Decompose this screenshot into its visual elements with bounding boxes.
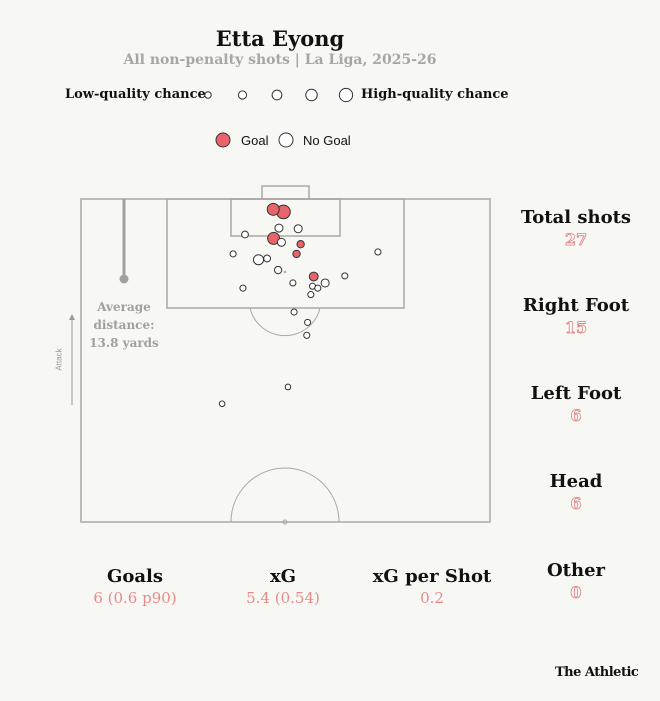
shot-no-goal: [218, 400, 226, 408]
stat-xg: xG 5.4 (0.54): [208, 566, 358, 607]
shot-goal: [296, 240, 305, 249]
size-legend-marker: [338, 87, 354, 103]
stat-right-foot: Right Foot 15: [501, 295, 651, 337]
attack-label: Attack: [54, 348, 64, 371]
shot-no-goal: [320, 278, 330, 288]
stat-goals: Goals 6 (0.6 p90): [60, 566, 210, 607]
shot-no-goal: [289, 279, 297, 287]
shot-no-goal: [241, 230, 249, 239]
average-distance-label: Average distance: 13.8 yards: [85, 298, 163, 352]
size-legend-marker: [305, 88, 318, 102]
stat-value: 5.4 (0.54): [246, 589, 320, 607]
stat-label: Head: [549, 471, 603, 492]
shot-no-goal: [303, 331, 311, 339]
stat-value: 6: [570, 494, 582, 514]
stat-label: Left Foot: [530, 383, 622, 404]
shot-no-goal: [274, 223, 284, 233]
shot-no-goal: [374, 248, 382, 256]
stat-label: xG per Shot: [372, 566, 492, 587]
stat-left-foot: Left Foot 6: [501, 383, 651, 425]
pitch: [80, 185, 491, 525]
legend-high-quality: High-quality chance: [361, 87, 509, 102]
shot-no-goal: [239, 284, 247, 292]
stat-xg-per-shot: xG per Shot 0.2: [357, 566, 507, 607]
stat-value: 6: [570, 406, 582, 426]
shot-no-goal: [341, 272, 349, 280]
stat-label: Right Foot: [522, 295, 630, 316]
brand-logo: The Athletic: [555, 665, 639, 680]
stat-label: Total shots: [520, 207, 632, 228]
legend-goal-label: Goal: [241, 133, 269, 148]
shot-no-goal: [304, 318, 312, 326]
shot-no-goal: [229, 250, 237, 258]
stat-head: Head 6: [501, 471, 651, 513]
stat-value: 6 (0.6 p90): [93, 589, 177, 607]
stat-value: 0: [570, 583, 582, 603]
stat-value: 15: [564, 318, 588, 338]
average-distance-marker: [119, 274, 129, 284]
center-spot: [282, 519, 288, 525]
shot-no-goal: [252, 254, 265, 266]
center-circle: [230, 467, 340, 523]
chart-subtitle: All non-penalty shots | La Liga, 2025-26: [123, 52, 437, 68]
penalty-spot: [283, 270, 287, 274]
avg-line-3: 13.8 yards: [89, 336, 159, 350]
legend-no-goal-marker: [278, 132, 294, 148]
shot-no-goal: [290, 308, 298, 316]
stat-value: 27: [564, 230, 588, 250]
avg-line-1: Average: [97, 300, 151, 314]
size-legend-marker: [204, 91, 212, 99]
shot-goal: [308, 271, 319, 282]
legend-low-quality: Low-quality chance: [65, 87, 206, 102]
shot-no-goal: [307, 291, 315, 299]
legend-no-goal-label: No Goal: [303, 133, 351, 148]
pitch-outline: [80, 198, 491, 523]
chart-title: Etta Eyong: [215, 26, 345, 51]
shot-no-goal: [284, 383, 292, 391]
shot-no-goal: [273, 265, 283, 275]
size-legend-marker: [237, 90, 248, 100]
avg-line-2: distance:: [93, 318, 155, 332]
shots: [218, 202, 382, 408]
stat-total-shots: Total shots 27: [501, 207, 651, 249]
shot-goal: [266, 202, 280, 216]
size-legend: [204, 87, 354, 103]
stat-label: Goals: [106, 566, 163, 587]
stat-label: Other: [546, 560, 606, 581]
shot-goal: [292, 249, 301, 259]
legend-goal-marker: [215, 132, 231, 148]
stat-value: 0.2: [420, 589, 444, 607]
size-legend-marker: [271, 89, 283, 101]
shot-no-goal: [276, 237, 286, 247]
goal: [261, 185, 310, 200]
stat-other: Other 0: [501, 560, 651, 602]
penalty-arc: [249, 307, 321, 337]
attack-arrow-icon: [69, 314, 75, 320]
shot-no-goal: [293, 224, 303, 234]
shot-no-goal: [314, 284, 322, 292]
shot-no-goal: [263, 254, 271, 263]
stat-label: xG: [269, 566, 297, 587]
six-yard-box: [230, 198, 341, 237]
